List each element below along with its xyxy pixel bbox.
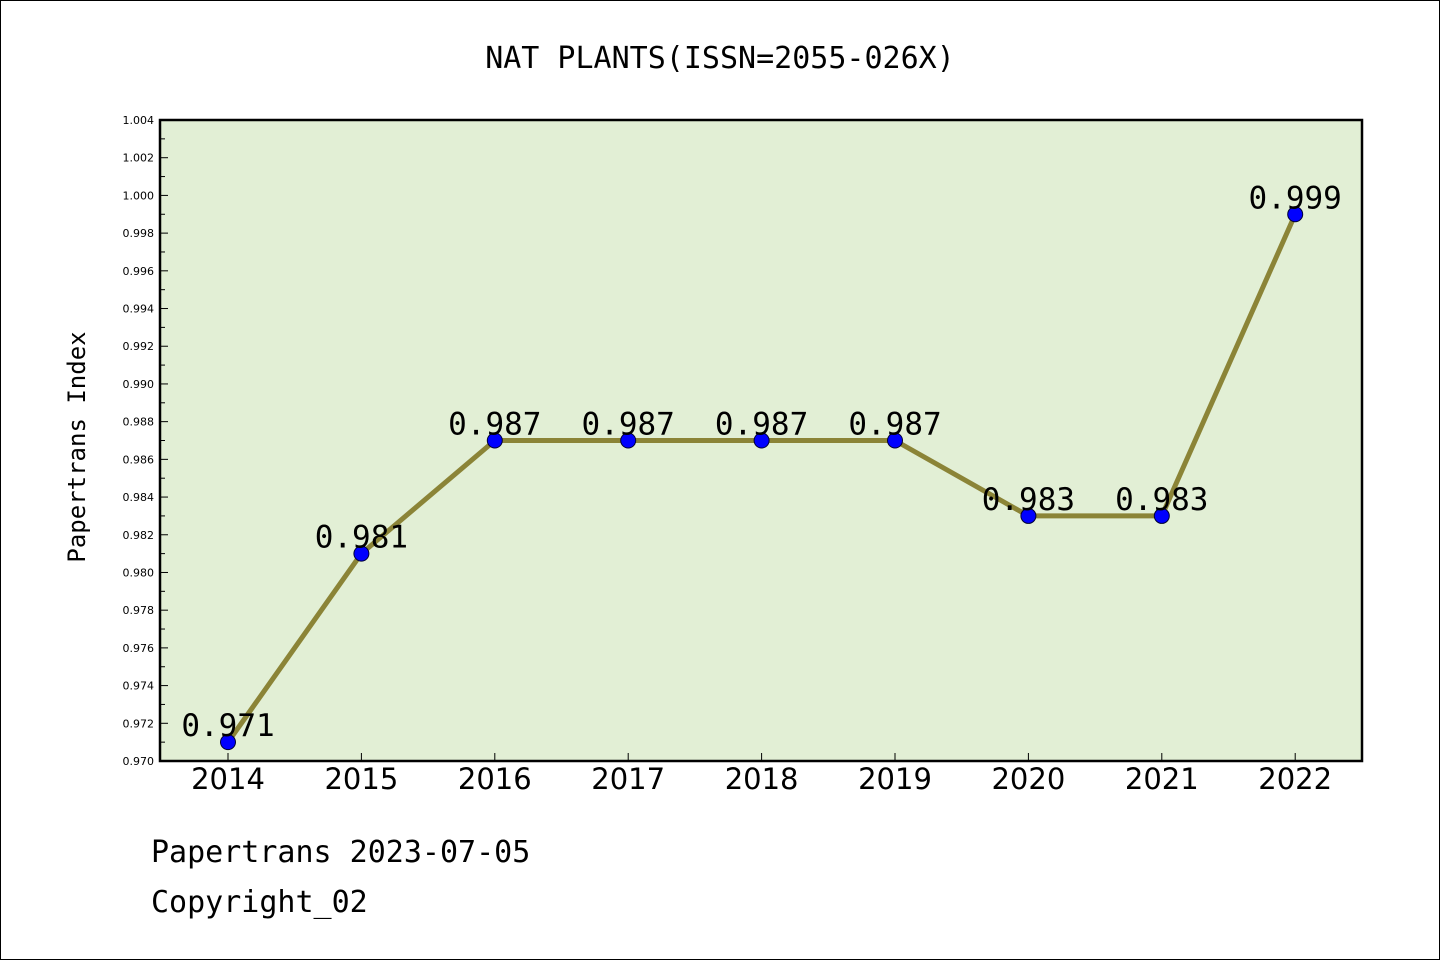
x-tick-label: 2016 [458,762,532,796]
data-label: 0.999 [1249,180,1342,216]
data-label: 0.971 [181,708,274,744]
series-markers [220,206,1304,751]
data-label: 0.983 [1115,482,1208,518]
data-point [1287,206,1304,223]
y-tick-label: 0.976 [123,642,155,655]
y-tick-label: 0.990 [123,378,155,391]
x-axis-ticks: 2014 2015 2016 2017 2018 2019 2020 2021 2022 [191,753,1332,796]
y-axis-label: Papertrans Index [63,331,91,562]
x-tick-label: 2014 [191,762,265,796]
y-tick-label: 0.996 [123,265,155,278]
y-tick-label: 0.998 [123,227,155,240]
data-point [353,545,370,562]
y-tick-label: 0.994 [123,303,155,316]
y-tick-label: 0.974 [123,680,155,693]
data-point [887,432,903,449]
data-point [620,432,637,449]
x-tick-label: 2021 [1125,762,1199,796]
data-label: 0.987 [582,407,675,443]
y-tick-label: 0.992 [123,340,155,353]
x-tick-label: 2020 [991,762,1065,796]
y-tick-label: 0.982 [123,529,155,542]
data-point [1153,507,1170,524]
y-tick-label: 0.970 [123,755,155,768]
y-tick-label: 0.988 [123,416,155,429]
data-label: 0.983 [982,482,1075,518]
chart-title: NAT PLANTS(ISSN=2055-026X) [485,41,955,76]
footer-date: Papertrans 2023-07-05 [151,835,531,870]
x-tick-label: 2015 [324,762,398,796]
y-tick-label: 0.984 [123,491,155,504]
y-tick-label: 0.978 [123,604,155,617]
data-label: 0.987 [448,407,541,443]
data-point [486,432,503,449]
y-tick-label: 0.980 [123,566,155,579]
data-label: 0.987 [848,407,941,443]
data-point [220,734,236,751]
data-label: 0.987 [715,407,808,443]
y-tick-label: 0.972 [123,717,155,730]
footer-copyright: Copyright_02 [151,885,368,920]
data-label: 0.981 [315,520,408,556]
y-tick-label: 0.986 [123,453,155,466]
data-point [753,432,770,449]
x-tick-label: 2019 [858,762,932,796]
x-tick-label: 2017 [591,762,665,796]
y-tick-label: 1.004 [123,114,155,127]
x-tick-label: 2022 [1258,762,1332,796]
data-point [1020,507,1037,524]
y-tick-label: 1.000 [123,189,155,202]
data-labels: 0.971 0.981 0.987 0.987 0.987 0.987 0.983 0.983… [181,180,1342,744]
x-tick-label: 2018 [725,762,799,796]
y-tick-label: 1.002 [123,152,155,165]
y-axis-ticks: 0.970 0.972 0.974 0.976 0.978 0.980 0.982 0.984… [123,114,168,768]
